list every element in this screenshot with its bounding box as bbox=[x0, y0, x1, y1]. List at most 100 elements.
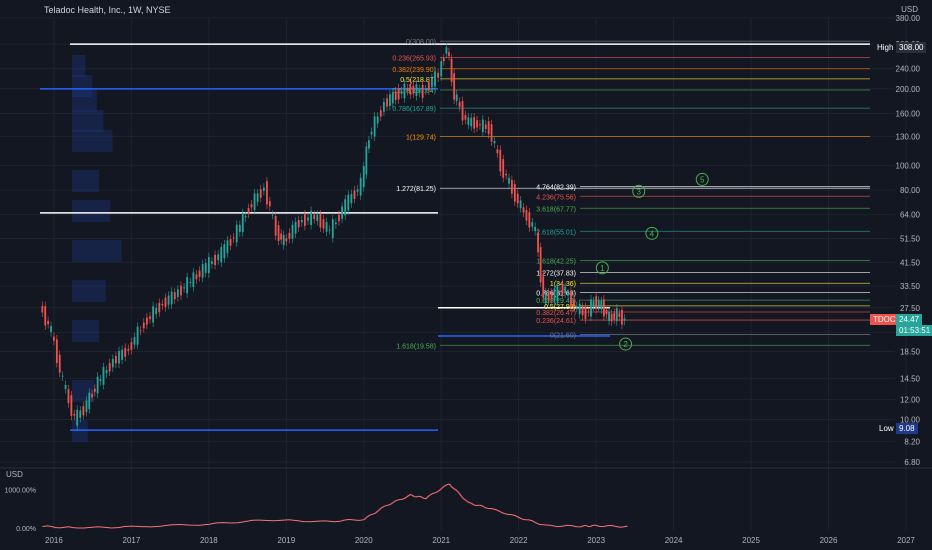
candle-body bbox=[344, 199, 347, 216]
candle-body bbox=[470, 117, 473, 127]
fib-label-lower: 0(21.60) bbox=[550, 332, 576, 339]
time-tick-label: 2016 bbox=[45, 536, 63, 545]
candle-body bbox=[570, 290, 572, 308]
price-tick-label: 130.00 bbox=[896, 132, 921, 141]
candle-body bbox=[608, 311, 610, 321]
wave-circle[interactable] bbox=[632, 184, 646, 198]
wave-circle[interactable] bbox=[695, 172, 709, 186]
candle-body bbox=[328, 229, 331, 231]
candle-body bbox=[238, 224, 241, 232]
price-currency: USD bbox=[901, 5, 918, 14]
candle-body bbox=[445, 47, 448, 54]
candle-body bbox=[450, 58, 453, 82]
candle-body bbox=[618, 313, 621, 317]
candle-body bbox=[170, 291, 173, 305]
candle-body bbox=[513, 184, 516, 202]
candle-body bbox=[481, 119, 484, 133]
wave-label: 2 bbox=[623, 340, 628, 349]
candle-body bbox=[350, 194, 353, 204]
candle-body bbox=[183, 287, 185, 289]
candle-body bbox=[277, 225, 280, 241]
fib-label-upper: 0(308.00) bbox=[406, 39, 436, 46]
candle-body bbox=[285, 238, 288, 242]
candle-body bbox=[124, 347, 127, 357]
candle-body bbox=[621, 309, 623, 325]
time-tick-label: 2027 bbox=[897, 536, 915, 545]
candle-body bbox=[96, 376, 99, 394]
candle-body bbox=[581, 306, 584, 316]
candle-body bbox=[610, 313, 613, 322]
volume-bar bbox=[72, 380, 95, 402]
price-tick-label: 10.00 bbox=[900, 415, 921, 424]
time-tick-label: 2023 bbox=[587, 536, 605, 545]
candle-body bbox=[542, 276, 545, 298]
candle-body bbox=[167, 295, 170, 305]
price-tick-label: 240.00 bbox=[896, 65, 921, 74]
candle-body bbox=[310, 210, 313, 226]
candle-body bbox=[595, 296, 598, 309]
candle-body bbox=[368, 140, 370, 149]
fib-label-lower: 0.382(26.47) bbox=[536, 310, 576, 317]
candle-body bbox=[235, 224, 238, 243]
candle-body bbox=[250, 204, 253, 208]
candle-body bbox=[409, 83, 412, 95]
candle-body bbox=[575, 305, 578, 308]
candle-body bbox=[572, 299, 575, 308]
price-tick-label: 8.20 bbox=[904, 437, 920, 446]
candle-body bbox=[415, 84, 418, 97]
price-tick-label: 160.00 bbox=[896, 109, 921, 118]
price-tick-label: 100.00 bbox=[896, 161, 921, 170]
indicator-tick: 0.00% bbox=[16, 526, 36, 533]
candle-body bbox=[229, 239, 232, 246]
candle-body bbox=[499, 149, 502, 172]
wave-circle[interactable] bbox=[595, 261, 609, 275]
candle-body bbox=[453, 73, 456, 100]
candle-body bbox=[41, 305, 44, 313]
candle-body bbox=[121, 349, 124, 360]
time-axis[interactable]: 2016 2017 2018 2019 2020 2021 2022 2023 2024 2025… bbox=[45, 536, 915, 545]
candle-body bbox=[158, 302, 161, 313]
candle-body bbox=[362, 166, 365, 188]
candle-body bbox=[192, 272, 195, 288]
wave-circle[interactable] bbox=[645, 226, 659, 240]
candle-body bbox=[403, 83, 406, 99]
candle-body bbox=[561, 283, 564, 294]
candle-body bbox=[448, 52, 450, 56]
candle-body bbox=[516, 193, 519, 204]
fib-label-lower: 0.5(27.98) bbox=[544, 304, 576, 311]
elliott-waves[interactable]: 1 2 3 4 5 bbox=[595, 172, 709, 351]
price-tick-label: 14.50 bbox=[900, 374, 921, 383]
candle-body bbox=[304, 214, 306, 226]
candle-body bbox=[217, 254, 220, 261]
price-candles bbox=[41, 43, 626, 431]
time-tick-label: 2026 bbox=[820, 536, 838, 545]
candle-body bbox=[223, 244, 226, 259]
candle-body bbox=[280, 233, 283, 240]
candle-body bbox=[259, 189, 262, 198]
candle-body bbox=[102, 366, 105, 385]
candle-body bbox=[313, 214, 316, 219]
candle-body bbox=[67, 389, 70, 404]
volume-bar bbox=[72, 130, 113, 152]
candle-body bbox=[537, 232, 539, 253]
candle-body bbox=[297, 220, 300, 228]
candle-body bbox=[406, 88, 409, 92]
candle-body bbox=[161, 303, 164, 306]
fib-label-upper: 0.382(239.90) bbox=[392, 67, 436, 74]
candle-body bbox=[427, 81, 430, 91]
candle-body bbox=[578, 303, 581, 315]
fib-label-lower: 0.618(29.48) bbox=[536, 298, 576, 305]
time-tick-label: 2018 bbox=[200, 536, 218, 545]
volume-bar bbox=[72, 170, 99, 192]
candle-body bbox=[547, 292, 550, 302]
time-tick-label: 2020 bbox=[355, 536, 373, 545]
wave-circle[interactable] bbox=[619, 337, 633, 351]
candle-body bbox=[73, 414, 76, 416]
candle-body bbox=[53, 336, 55, 341]
candle-body bbox=[262, 187, 265, 192]
candle-body bbox=[195, 274, 198, 280]
candle-body bbox=[458, 101, 461, 107]
candle-body bbox=[370, 131, 373, 135]
